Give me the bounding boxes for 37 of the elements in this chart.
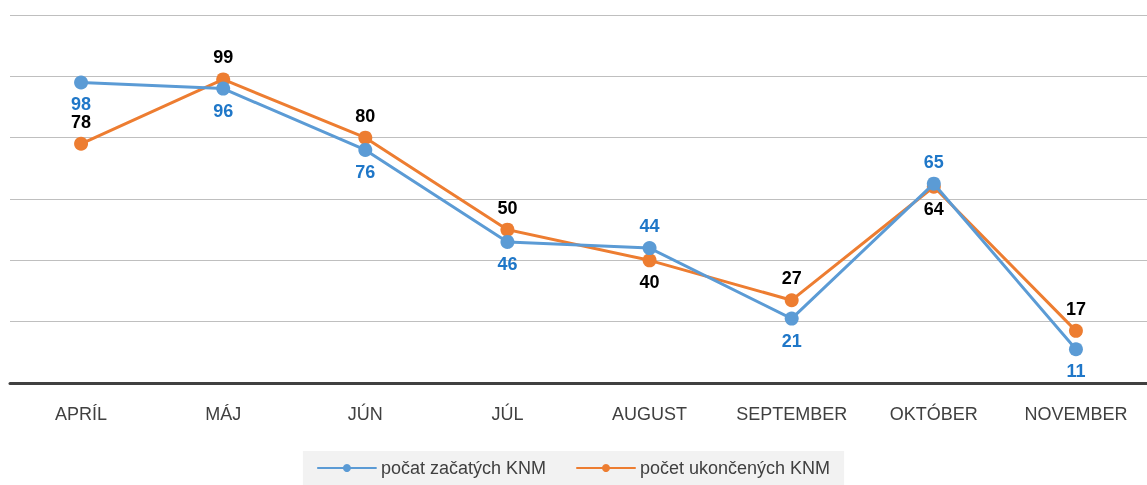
point <box>642 253 657 268</box>
point <box>500 234 515 249</box>
data-label: 40 <box>639 272 660 293</box>
point <box>500 222 515 237</box>
x-tick-label: MÁJ <box>205 404 242 424</box>
point <box>358 142 373 157</box>
data-label: 64 <box>923 198 944 219</box>
data-label: 11 <box>1066 361 1086 382</box>
x-tick-label: SEPTEMBER <box>736 404 848 424</box>
data-label: 65 <box>923 151 944 172</box>
data-label: 27 <box>781 268 802 289</box>
legend-label: počat začatých KNM <box>380 458 546 478</box>
point <box>74 136 89 151</box>
x-tick-label: OKTÓBER <box>889 403 978 424</box>
point <box>216 81 231 96</box>
data-label: 17 <box>1065 298 1086 319</box>
legend-label: počet ukončených KNM <box>639 458 831 478</box>
data-label: 80 <box>355 105 376 126</box>
x-tick-label: JÚN <box>347 403 383 424</box>
x-tick-label: JÚL <box>491 403 524 424</box>
point <box>358 130 373 145</box>
data-label: 21 <box>781 330 802 351</box>
point <box>642 241 657 256</box>
point <box>784 311 799 326</box>
x-tick-label: AUGUST <box>612 404 688 424</box>
data-label: 76 <box>355 161 376 182</box>
data-label: 44 <box>639 216 660 237</box>
point <box>1068 342 1083 357</box>
x-tick-label: NOVEMBER <box>1024 404 1128 424</box>
point <box>1068 323 1083 338</box>
point <box>784 293 799 308</box>
point <box>74 75 89 90</box>
data-label: 46 <box>497 253 518 274</box>
x-tick-label: APRÍL <box>55 404 108 424</box>
data-label: 96 <box>213 100 234 121</box>
data-label: 50 <box>497 197 518 218</box>
data-label: 99 <box>213 47 234 68</box>
